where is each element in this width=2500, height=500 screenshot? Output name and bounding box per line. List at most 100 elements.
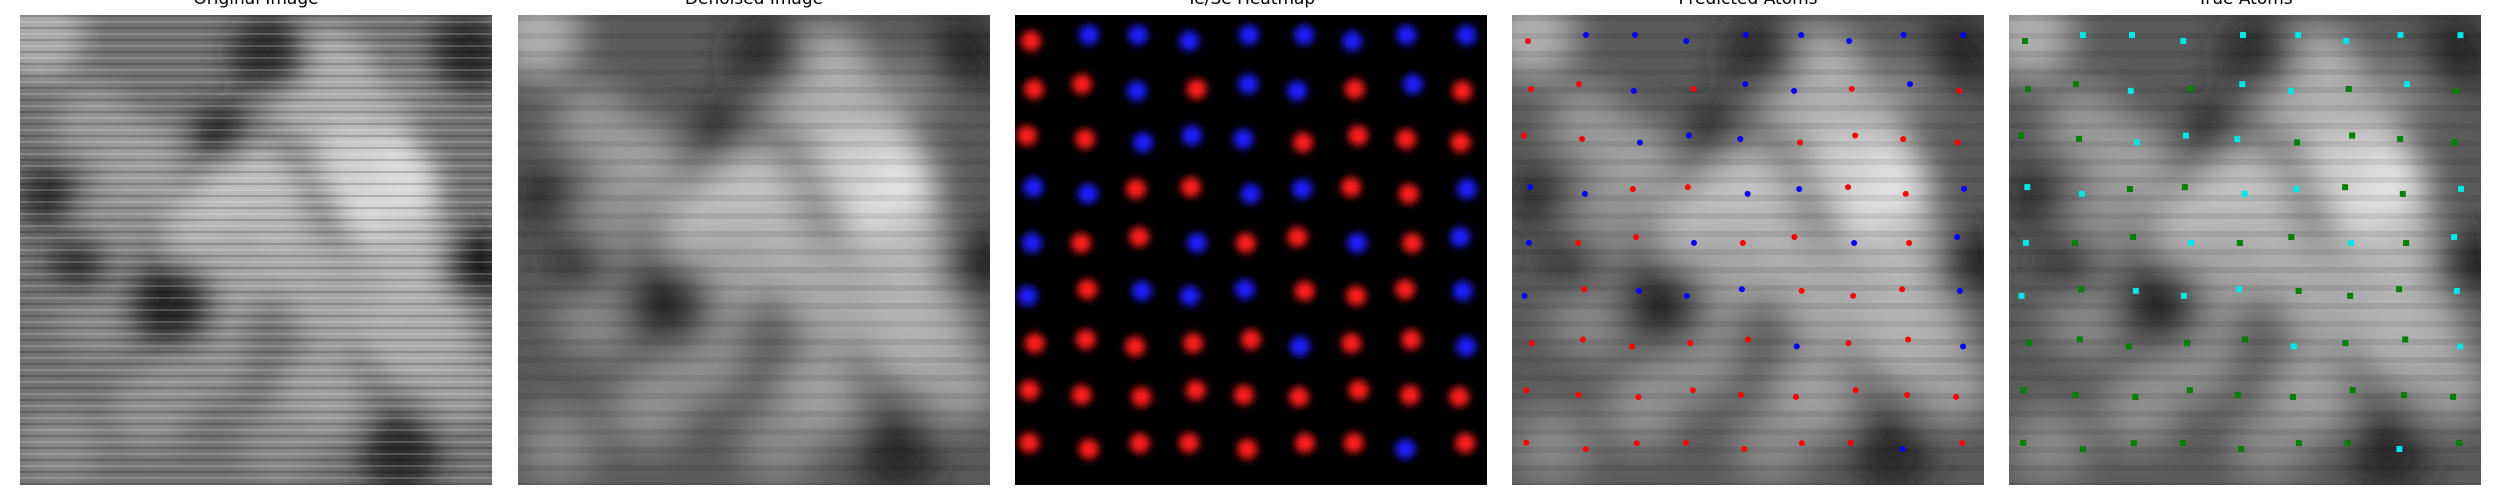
te-atom-marker xyxy=(1848,440,1854,446)
se-atom-marker xyxy=(1583,32,1589,38)
se-atom-marker xyxy=(1907,81,1913,87)
te-atom-marker xyxy=(2402,337,2408,343)
se-atom-marker xyxy=(2023,240,2029,246)
se-peak xyxy=(1179,31,1199,51)
bright-region xyxy=(1602,370,1682,450)
te-atom-marker xyxy=(1959,440,1965,446)
te-atom-marker xyxy=(1629,343,1635,349)
se-atom-marker xyxy=(1846,38,1852,44)
panel-denoised-image: Denoised Image xyxy=(518,0,990,500)
se-atom-marker xyxy=(2239,81,2245,87)
te-atom-marker xyxy=(1687,340,1693,346)
se-atom-marker xyxy=(1742,81,1748,87)
panel-title: Original Image xyxy=(20,0,492,10)
panel-title: Predicted Atoms xyxy=(1512,0,1984,10)
se-peak xyxy=(1017,286,1037,306)
te-atom-marker xyxy=(1633,234,1639,240)
se-atom-marker xyxy=(2343,38,2349,44)
te-atom-marker xyxy=(2127,186,2133,192)
te-peak xyxy=(1237,439,1257,459)
se-atom-marker xyxy=(1745,191,1751,197)
te-atom-marker xyxy=(2237,240,2243,246)
te-atom-marker xyxy=(2342,340,2348,346)
te-peak xyxy=(1341,177,1361,197)
se-atom-marker xyxy=(1961,186,1967,192)
te-peak xyxy=(1295,281,1315,301)
te-atom-marker xyxy=(1745,336,1751,342)
te-atom-marker xyxy=(2078,286,2084,292)
te-atom-marker xyxy=(1579,136,1585,142)
te-atom-marker xyxy=(1523,387,1529,393)
se-peak xyxy=(1182,126,1202,146)
te-atom-marker xyxy=(1852,133,1858,139)
te-atom-marker xyxy=(1955,139,1961,145)
se-peak xyxy=(1133,132,1153,152)
se-atom-marker xyxy=(2133,288,2139,294)
te-atom-marker xyxy=(2453,88,2459,94)
se-atom-marker xyxy=(2398,32,2404,38)
te-atom-marker xyxy=(2187,387,2193,393)
te-atom-marker xyxy=(2450,394,2456,400)
te-peak xyxy=(1021,31,1041,51)
te-atom-marker xyxy=(2022,38,2028,44)
se-peak xyxy=(1023,177,1043,197)
se-peak xyxy=(1456,25,1476,45)
te-atom-marker xyxy=(2073,81,2079,87)
se-atom-marker xyxy=(2129,32,2135,38)
te-atom-marker xyxy=(1845,184,1851,190)
se-atom-marker xyxy=(1851,240,1857,246)
se-atom-marker xyxy=(1632,32,1638,38)
te-atom-marker xyxy=(2235,392,2241,398)
te-atom-marker xyxy=(1900,136,1906,142)
te-peak xyxy=(1071,233,1091,253)
se-peak xyxy=(1078,184,1098,204)
te-peak xyxy=(1346,286,1366,306)
te-peak xyxy=(1396,129,1416,149)
te-atom-marker xyxy=(1905,337,1911,343)
se-atom-marker xyxy=(2454,288,2460,294)
te-atom-marker xyxy=(1849,86,1855,92)
se-atom-marker xyxy=(1527,184,1533,190)
te-atom-marker xyxy=(1799,288,1805,294)
panel-title: Te/Se Heatmap xyxy=(1015,0,1487,10)
se-atom-marker xyxy=(1691,240,1697,246)
te-atom-marker xyxy=(2073,392,2079,398)
se-atom-marker xyxy=(2458,186,2464,192)
te-atom-marker xyxy=(1956,88,1962,94)
te-atom-marker xyxy=(1575,240,1581,246)
te-atom-marker xyxy=(2396,286,2402,292)
te-atom-marker xyxy=(2184,340,2190,346)
te-peak xyxy=(1241,329,1261,349)
se-peak xyxy=(1453,281,1473,301)
te-peak xyxy=(1126,179,1146,199)
te-peak xyxy=(1024,79,1044,99)
te-atom-marker xyxy=(1580,336,1586,342)
se-atom-marker xyxy=(1791,88,1797,94)
te-atom-marker xyxy=(2397,136,2403,142)
te-atom-marker xyxy=(1691,86,1697,92)
te-atom-marker xyxy=(2131,440,2137,446)
te-peak xyxy=(1130,433,1150,453)
te-atom-marker xyxy=(1899,286,1905,292)
te-atom-marker xyxy=(2072,240,2078,246)
te-atom-marker xyxy=(2182,184,2188,190)
se-peak xyxy=(1233,129,1253,149)
te-peak xyxy=(1183,333,1203,353)
te-peak xyxy=(1289,387,1309,407)
se-peak xyxy=(1456,336,1476,356)
te-atom-marker xyxy=(2346,86,2352,92)
te-atom-marker xyxy=(2400,191,2406,197)
te-atom-marker xyxy=(2456,440,2462,446)
te-peak xyxy=(1131,387,1151,407)
se-peak xyxy=(1180,286,1200,306)
te-atom-marker xyxy=(1850,293,1856,299)
te-atom-marker xyxy=(1853,387,1859,393)
te-atom-marker xyxy=(2296,440,2302,446)
se-peak xyxy=(1397,25,1417,45)
te-atom-marker xyxy=(2126,343,2132,349)
se-peak xyxy=(1241,184,1261,204)
te-atom-marker xyxy=(1799,440,1805,446)
se-atom-marker xyxy=(2295,32,2301,38)
te-atom-marker xyxy=(2180,440,2186,446)
te-peak xyxy=(1401,330,1421,350)
